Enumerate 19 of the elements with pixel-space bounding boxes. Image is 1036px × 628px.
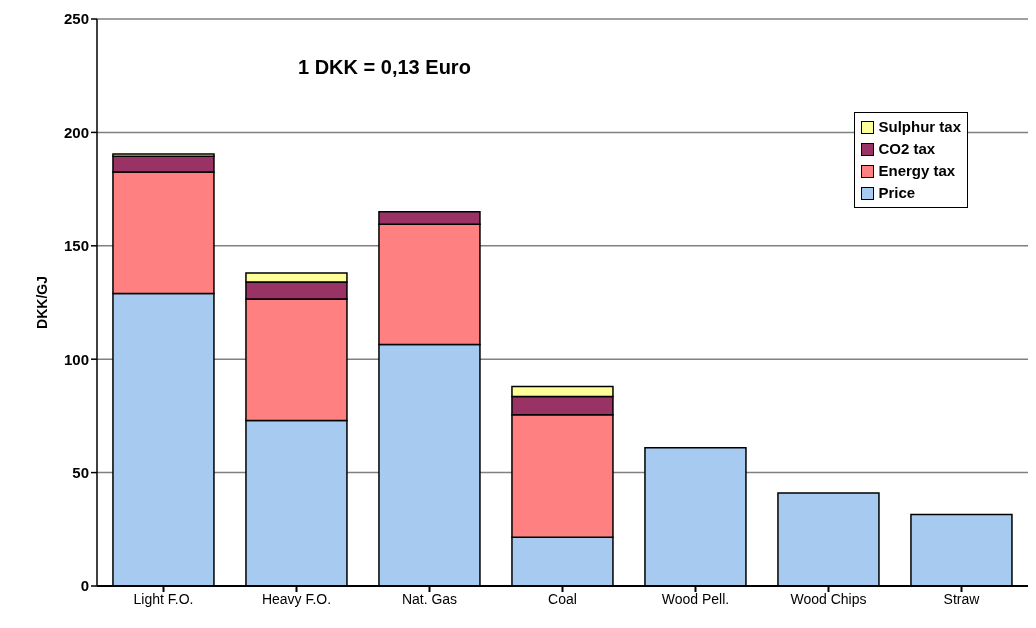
x-tick-label: Heavy F.O. — [261, 590, 332, 607]
legend-label: Price — [878, 183, 916, 203]
x-tick-label: Coal — [548, 590, 577, 607]
x-tick-label: Straw — [943, 590, 981, 607]
x-tick-label: Wood Chips — [790, 590, 867, 607]
y-axis-title: DKK/GJ — [33, 276, 50, 329]
y-tick-label: 150 — [63, 237, 89, 255]
x-tick-label: Wood Pell. — [661, 590, 730, 607]
legend-label: Energy tax — [878, 161, 956, 181]
y-tick-label: 50 — [72, 463, 89, 481]
x-tick-label: Light F.O. — [133, 590, 194, 607]
legend-label: CO2 tax — [878, 139, 936, 159]
y-tick-label: 0 — [80, 577, 89, 595]
y-tick-label: 100 — [63, 350, 89, 368]
x-tick-label: Nat. Gas — [401, 590, 458, 607]
legend-label: Sulphur tax — [878, 117, 961, 137]
y-tick-label: 200 — [63, 123, 89, 141]
y-tick-label: 250 — [63, 10, 89, 28]
annotation: 1 DKK = 0,13 Euro — [298, 56, 471, 79]
